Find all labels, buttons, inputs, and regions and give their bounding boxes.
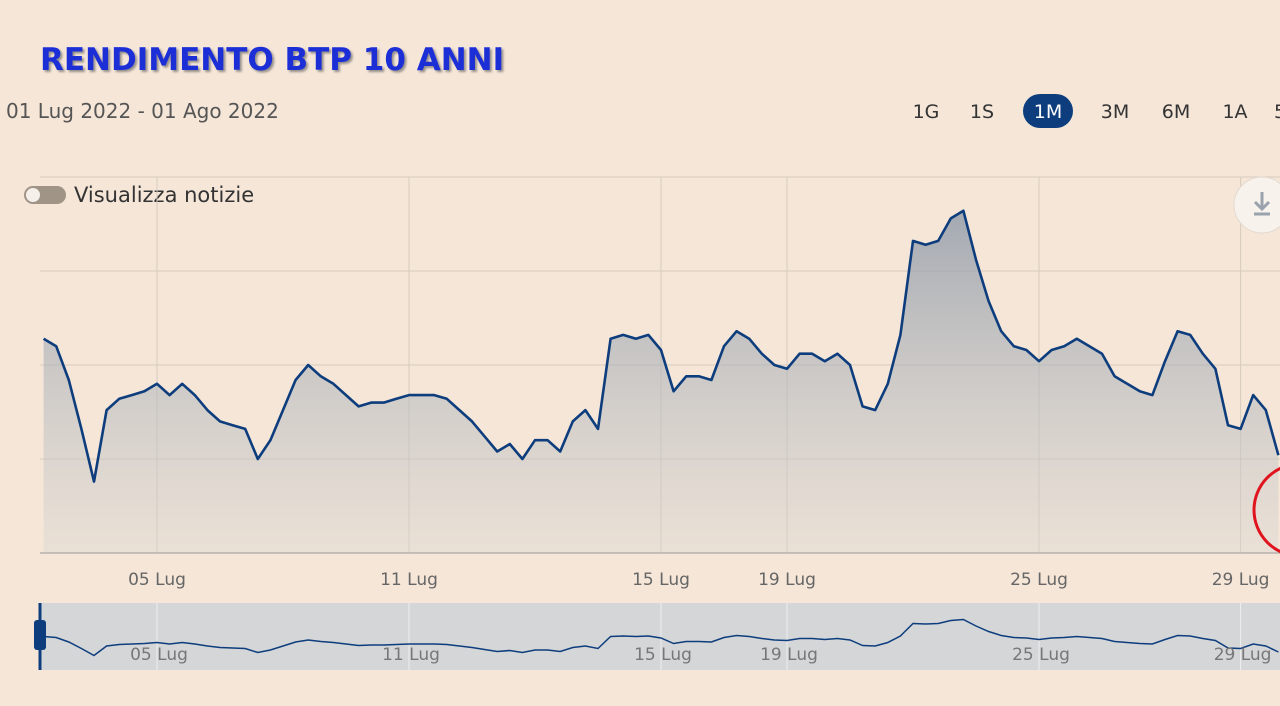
navigator-handle[interactable] <box>34 603 46 670</box>
navigator-tick-label: 05 Lug <box>130 645 188 665</box>
range-button[interactable]: 5 <box>1274 101 1280 123</box>
x-tick-label: 29 Lug <box>1212 570 1270 590</box>
navigator-tick-label: 19 Lug <box>760 645 818 665</box>
news-toggle[interactable]: Visualizza notizie <box>24 183 254 207</box>
area-fill <box>43 210 1279 554</box>
x-tick-label: 11 Lug <box>380 570 438 590</box>
range-button[interactable]: 1A <box>1222 101 1247 123</box>
range-buttons: 1G 1S 1M 3M 6M 1A 5 <box>913 94 1280 128</box>
date-range: 01 Lug 2022 - 01 Ago 2022 <box>6 99 279 123</box>
highlight-circle <box>1252 466 1280 554</box>
toggle-label[interactable]: Visualizza notizie <box>74 183 254 207</box>
download-button[interactable] <box>1233 176 1280 234</box>
handle-grip[interactable] <box>34 620 46 650</box>
range-button[interactable]: 1S <box>970 101 994 123</box>
navigator-line <box>43 618 1279 657</box>
range-button-selected[interactable] <box>1023 94 1073 128</box>
x-tick-label: 05 Lug <box>128 570 186 590</box>
x-tick-label: 15 Lug <box>632 570 690 590</box>
navigator-tick-label: 25 Lug <box>1012 645 1070 665</box>
line <box>42 209 1280 483</box>
range-button[interactable]: 1M <box>1034 101 1062 123</box>
download-icon[interactable] <box>1253 192 1271 216</box>
x-tick-label: 19 Lug <box>758 570 816 590</box>
x-tick-label: 25 Lug <box>1010 570 1068 590</box>
navigator-tick-label: 15 Lug <box>634 645 692 665</box>
range-button[interactable]: 1G <box>913 101 940 123</box>
chart-title: RENDIMENTO BTP 10 ANNI <box>40 42 504 78</box>
navigator-tick-label: 11 Lug <box>382 645 440 665</box>
toggle-knob[interactable] <box>26 188 40 202</box>
range-button[interactable]: 6M <box>1162 101 1190 123</box>
navigator-tick-label: 29 Lug <box>1214 645 1272 665</box>
range-button[interactable]: 3M <box>1101 101 1129 123</box>
